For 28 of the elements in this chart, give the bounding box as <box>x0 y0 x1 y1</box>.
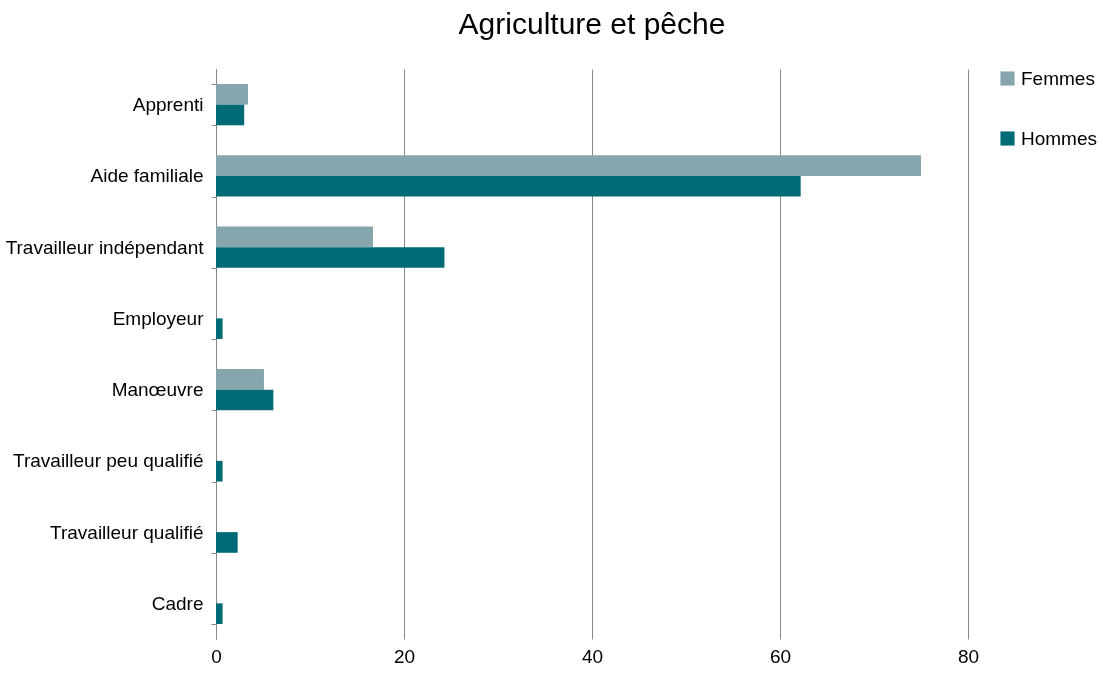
y-tick-label: Manœuvre <box>111 379 204 401</box>
y-tick-label: Travailleur indépendant <box>5 236 205 258</box>
bar <box>216 389 274 411</box>
y-tick-label: Apprenti <box>132 94 204 116</box>
bar <box>216 532 238 553</box>
bar <box>216 603 223 625</box>
bar <box>216 226 373 248</box>
y-tick-label: Travailleur peu qualifié <box>13 450 204 472</box>
y-tick-label: Aide familiale <box>90 165 204 187</box>
x-tick-label: 80 <box>957 645 980 667</box>
bar <box>216 368 264 390</box>
legend-label: Hommes <box>1021 127 1098 149</box>
x-tick-label: 20 <box>393 645 416 667</box>
y-tick-label: Employeur <box>112 307 205 329</box>
chart-title: Agriculture et pêche <box>458 7 726 40</box>
bar <box>216 104 245 126</box>
y-tick-label: Travailleur qualifié <box>50 521 204 543</box>
x-tick-label: 60 <box>769 645 792 667</box>
bar <box>216 83 248 105</box>
x-tick-label: 0 <box>211 645 222 667</box>
bar <box>216 175 801 197</box>
legend-label: Femmes <box>1021 67 1095 89</box>
bar <box>216 155 921 176</box>
y-tick-label: Cadre <box>151 592 204 614</box>
x-tick-label: 40 <box>581 645 604 667</box>
bar <box>216 247 445 268</box>
bar <box>216 318 223 340</box>
bar <box>216 460 223 482</box>
